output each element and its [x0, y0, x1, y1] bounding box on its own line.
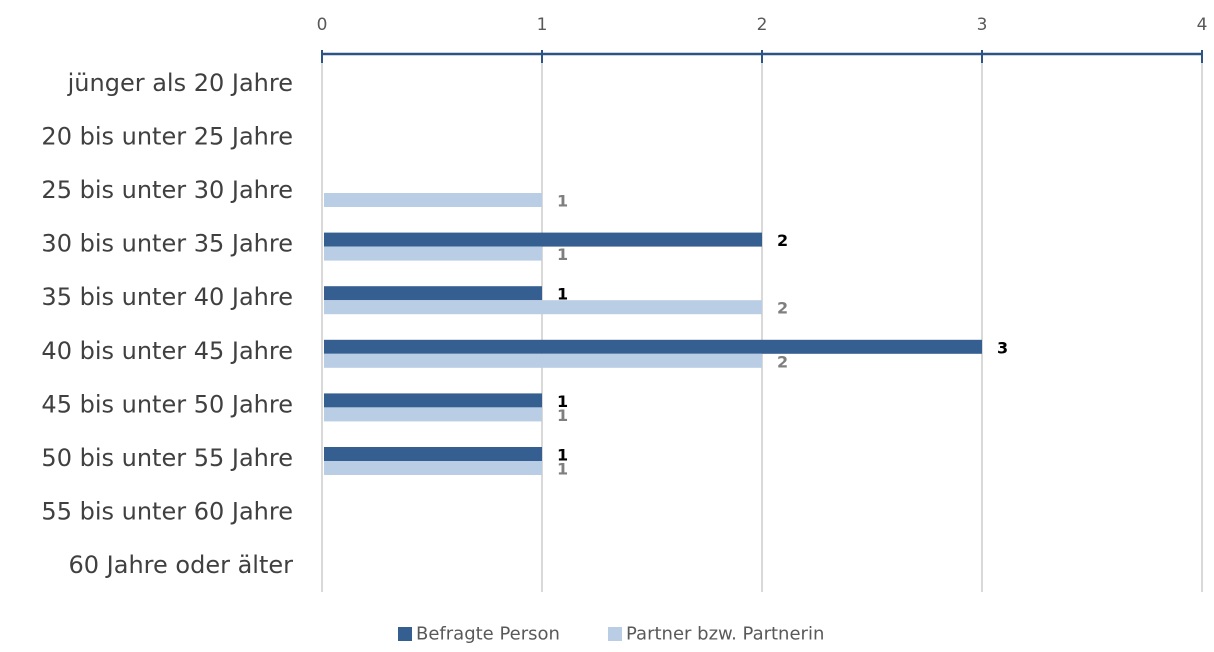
bars — [324, 193, 982, 475]
data-label-1-7: 1 — [557, 460, 568, 479]
x-tick-label-4: 4 — [1197, 15, 1208, 35]
legend: Befragte Person Partner bzw. Partnerin — [398, 624, 824, 645]
y-category-labels: jünger als 20 Jahre 20 bis unter 25 Jahre… — [41, 69, 293, 579]
bar-0-7 — [324, 447, 542, 461]
data-label-0-6: 1 — [557, 392, 568, 411]
x-tick-label-0: 0 — [317, 15, 328, 35]
bar-1-6 — [324, 407, 542, 422]
legend-label-1: Partner bzw. Partnerin — [626, 624, 824, 645]
data-label-1-5: 2 — [777, 352, 788, 371]
category-label-5: 40 bis unter 45 Jahre — [41, 337, 293, 365]
data-label-1-3: 1 — [557, 245, 568, 264]
category-label-8: 55 bis unter 60 Jahre — [41, 498, 293, 526]
data-label-0-7: 1 — [557, 446, 568, 465]
data-label-1-2: 1 — [557, 192, 568, 211]
category-label-3: 30 bis unter 35 Jahre — [41, 230, 293, 258]
data-label-1-4: 2 — [777, 299, 788, 318]
bar-1-5 — [324, 353, 762, 368]
bar-0-5 — [324, 339, 982, 354]
category-label-2: 25 bis unter 30 Jahre — [41, 176, 293, 204]
bar-1-2 — [324, 193, 542, 207]
category-label-0: jünger als 20 Jahre — [67, 69, 293, 97]
legend-swatch-1 — [608, 627, 622, 641]
bar-0-4 — [324, 286, 542, 301]
x-tick-labels: 0 1 2 3 4 — [317, 15, 1208, 35]
data-label-0-5: 3 — [997, 338, 1008, 357]
category-label-7: 50 bis unter 55 Jahre — [41, 444, 293, 472]
category-label-4: 35 bis unter 40 Jahre — [41, 283, 293, 311]
legend-swatch-0 — [398, 627, 412, 641]
data-label-0-4: 1 — [557, 285, 568, 304]
category-label-1: 20 bis unter 25 Jahre — [41, 122, 293, 150]
x-tick-label-2: 2 — [757, 15, 768, 35]
x-tick-label-3: 3 — [977, 15, 988, 35]
x-tick-label-1: 1 — [537, 15, 548, 35]
bar-0-3 — [324, 232, 762, 247]
bar-1-3 — [324, 246, 542, 261]
category-label-6: 45 bis unter 50 Jahre — [41, 390, 293, 418]
bar-0-6 — [324, 393, 542, 408]
legend-label-0: Befragte Person — [416, 624, 560, 645]
x-axis — [321, 50, 1203, 63]
bar-1-7 — [324, 461, 542, 475]
grid-lines — [321, 54, 1203, 592]
category-label-9: 60 Jahre oder älter — [69, 551, 294, 579]
bar-1-4 — [324, 300, 762, 315]
data-label-1-6: 1 — [557, 406, 568, 425]
data-label-0-3: 2 — [777, 231, 788, 250]
